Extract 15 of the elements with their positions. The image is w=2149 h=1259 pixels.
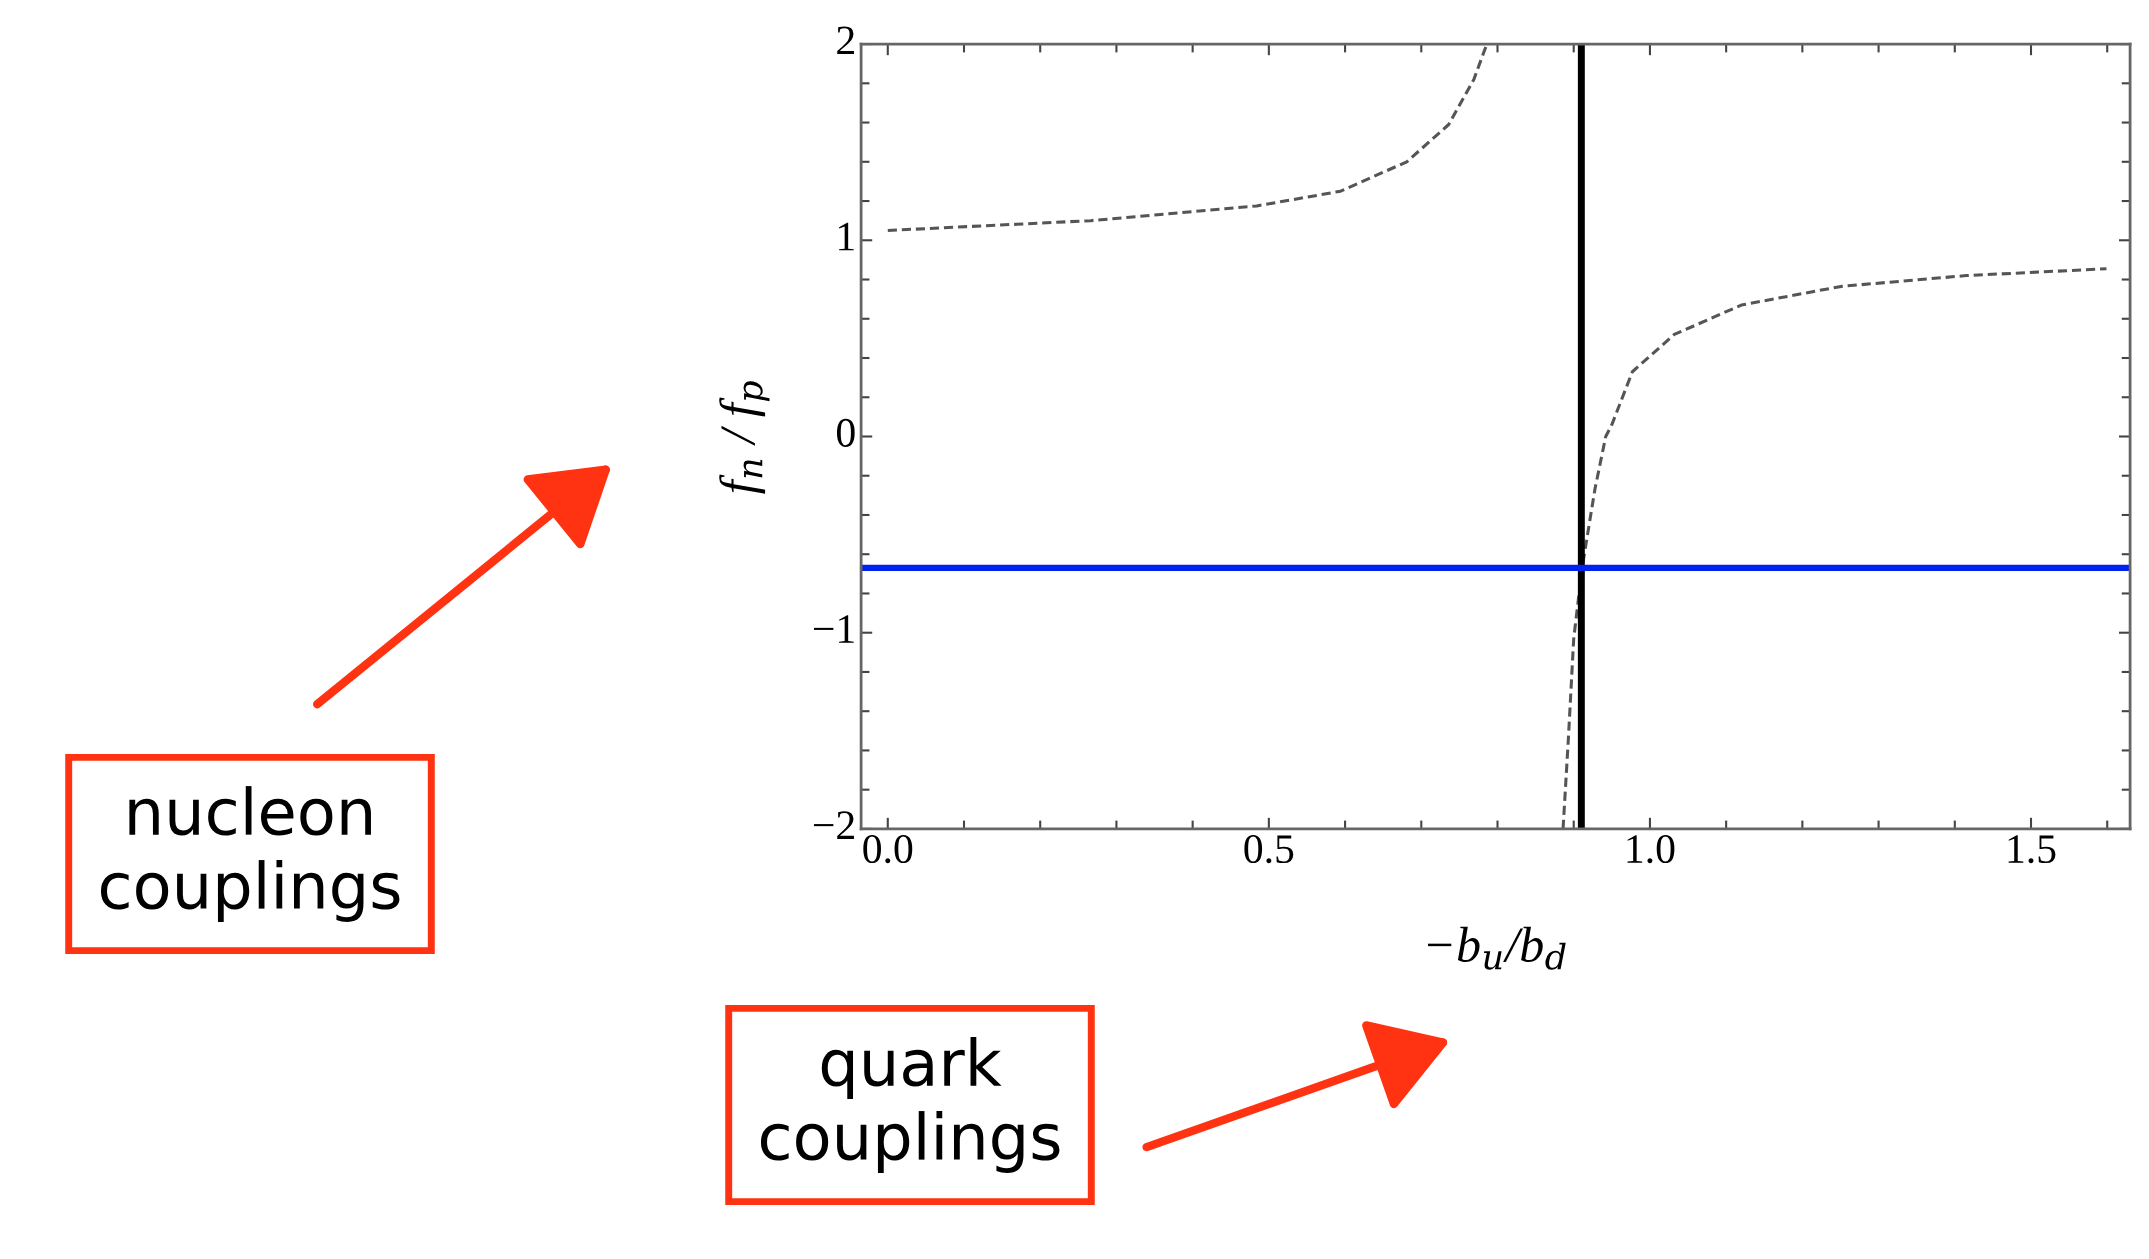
y-tick-label: 2	[837, 26, 854, 55]
y-tick-label: 1	[839, 222, 854, 251]
line-series	[1561, 267, 2108, 829]
text: nucleon couplings	[100, 786, 400, 922]
x-tick-label: 0.0	[863, 834, 913, 864]
y-tick-label: 0	[837, 418, 855, 447]
x-axis-title: −b$_{u}$/b$_{d}$	[1428, 926, 1566, 970]
text: quark couplings	[760, 1037, 1060, 1173]
y-axis-title: f$_{n}$ / f$_{p}$	[719, 381, 770, 494]
line-series	[886, 44, 1489, 232]
x-tick-label: 0.5	[1244, 834, 1294, 864]
y-tick-label: −2	[813, 811, 854, 839]
x-tick-label: 1.0	[1627, 834, 1675, 864]
x-tick-label: 1.5	[2008, 835, 2056, 864]
y-tick-label: −1	[813, 615, 854, 643]
